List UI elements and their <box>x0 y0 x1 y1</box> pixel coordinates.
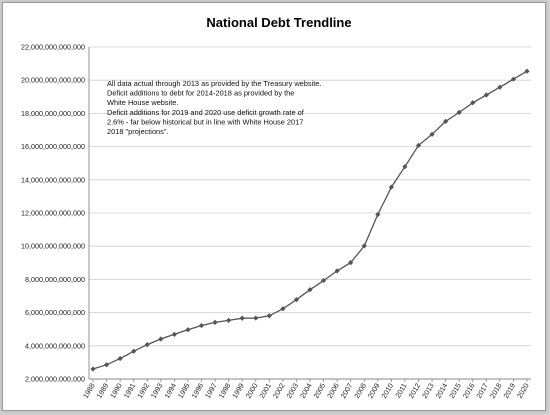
y-tick-label: 18,000,000,000,000 <box>21 109 85 118</box>
x-tick-label: 2017 <box>474 382 490 400</box>
data-point <box>402 164 408 170</box>
x-tick-label: 2002 <box>271 382 287 400</box>
data-point <box>212 319 218 325</box>
data-point <box>131 348 137 354</box>
data-point <box>443 118 449 124</box>
x-tick-label: 2020 <box>515 382 531 400</box>
x-tick-label: 1991 <box>122 382 138 400</box>
x-tick-label: 2004 <box>298 382 314 400</box>
annotation-line: Deficit additions for 2019 and 2020 use … <box>107 108 305 117</box>
x-tick-label: 2010 <box>379 382 395 400</box>
y-tick-label: 10,000,000,000,000 <box>21 242 85 251</box>
x-tick-label: 1989 <box>95 382 111 400</box>
data-point <box>117 355 123 362</box>
data-point <box>348 260 354 266</box>
x-tick-label: 2008 <box>352 382 368 400</box>
y-tick-label: 8,000,000,000,000 <box>25 275 85 284</box>
data-point <box>334 268 340 274</box>
x-tick-label: 2013 <box>420 382 436 400</box>
data-point <box>239 315 245 321</box>
x-tick-label: 1995 <box>176 382 192 400</box>
y-tick-label: 2,000,000,000,000 <box>25 375 85 384</box>
x-tick-label: 2016 <box>461 382 477 400</box>
annotation-note: All data actual through 2013 as provided… <box>107 79 321 136</box>
x-tick-label: 1996 <box>189 382 205 400</box>
data-point <box>293 297 300 303</box>
data-point <box>253 315 259 321</box>
x-tick-label: 1998 <box>217 382 233 400</box>
x-tick-label: 1994 <box>162 382 178 400</box>
y-tick-label: 22,000,000,000,000 <box>21 43 85 52</box>
x-tick-label: 2003 <box>284 382 300 400</box>
data-point <box>90 366 96 372</box>
data-point <box>266 313 272 319</box>
data-point <box>361 243 367 249</box>
x-tick-label: 2018 <box>488 382 504 400</box>
y-tick-label: 14,000,000,000,000 <box>21 175 85 184</box>
data-point <box>429 131 435 137</box>
data-point <box>388 184 394 190</box>
x-tick-label: 1992 <box>135 382 151 400</box>
chart-title: National Debt Trendline <box>206 15 351 30</box>
data-point <box>198 322 205 329</box>
annotation-line: All data actual through 2013 as provided… <box>107 79 321 88</box>
x-tick-label: 2007 <box>339 382 355 400</box>
data-point <box>375 211 381 218</box>
x-tick-label: 1988 <box>81 382 97 400</box>
x-tick-label: 2012 <box>406 382 422 400</box>
data-point <box>103 362 110 368</box>
data-point <box>144 342 150 348</box>
gridlines <box>89 46 531 380</box>
data-point <box>280 306 286 312</box>
x-tick-label: 2001 <box>257 382 273 400</box>
x-tick-label: 2005 <box>312 382 328 400</box>
y-tick-label: 6,000,000,000,000 <box>25 308 85 317</box>
x-tick-label: 2000 <box>244 382 260 400</box>
data-point <box>524 68 530 74</box>
x-tick-label: 2009 <box>366 382 382 400</box>
data-point <box>456 109 462 116</box>
data-point <box>470 100 476 106</box>
data-point <box>483 92 489 98</box>
y-tick-label: 16,000,000,000,000 <box>21 142 85 151</box>
data-point <box>171 331 177 337</box>
data-point <box>226 317 232 324</box>
y-axis-tick-labels: 2,000,000,000,000 4,000,000,000,000 6,000,… <box>21 43 85 384</box>
annotation-line: 2018 "projections". <box>107 127 169 136</box>
x-tick-label: 2019 <box>501 382 517 400</box>
annotation-line: White House website. <box>107 98 178 107</box>
x-tick-label: 2006 <box>325 382 341 400</box>
x-tick-label: 1993 <box>149 382 165 400</box>
data-point <box>307 287 313 293</box>
data-point <box>415 142 422 149</box>
data-point <box>185 327 191 333</box>
annotation-line: 2.6% - far below historical but in line … <box>107 117 303 126</box>
x-tick-label: 1999 <box>230 382 246 400</box>
data-point <box>497 84 503 90</box>
data-point <box>510 76 517 82</box>
debt-series <box>90 68 530 372</box>
x-tick-label: 2011 <box>393 382 409 400</box>
x-tick-label: 1990 <box>108 382 124 400</box>
y-tick-label: 4,000,000,000,000 <box>25 341 85 350</box>
y-tick-label: 12,000,000,000,000 <box>21 209 85 218</box>
y-tick-label: 20,000,000,000,000 <box>21 76 85 85</box>
chart-frame: National Debt Trendline 2,000,000,000,00… <box>2 2 546 411</box>
axes <box>88 47 531 382</box>
data-point <box>158 336 164 342</box>
x-tick-label: 2014 <box>434 382 450 400</box>
x-tick-label: 1997 <box>203 382 219 400</box>
x-tick-label: 2015 <box>447 382 463 400</box>
line-chart: National Debt Trendline 2,000,000,000,00… <box>21 15 531 400</box>
annotation-line: Deficit additions to debt for 2014-2018 … <box>107 89 294 98</box>
data-point <box>320 277 327 284</box>
x-axis-tick-labels: 1988198919901991199219931994199519961997… <box>81 382 531 400</box>
